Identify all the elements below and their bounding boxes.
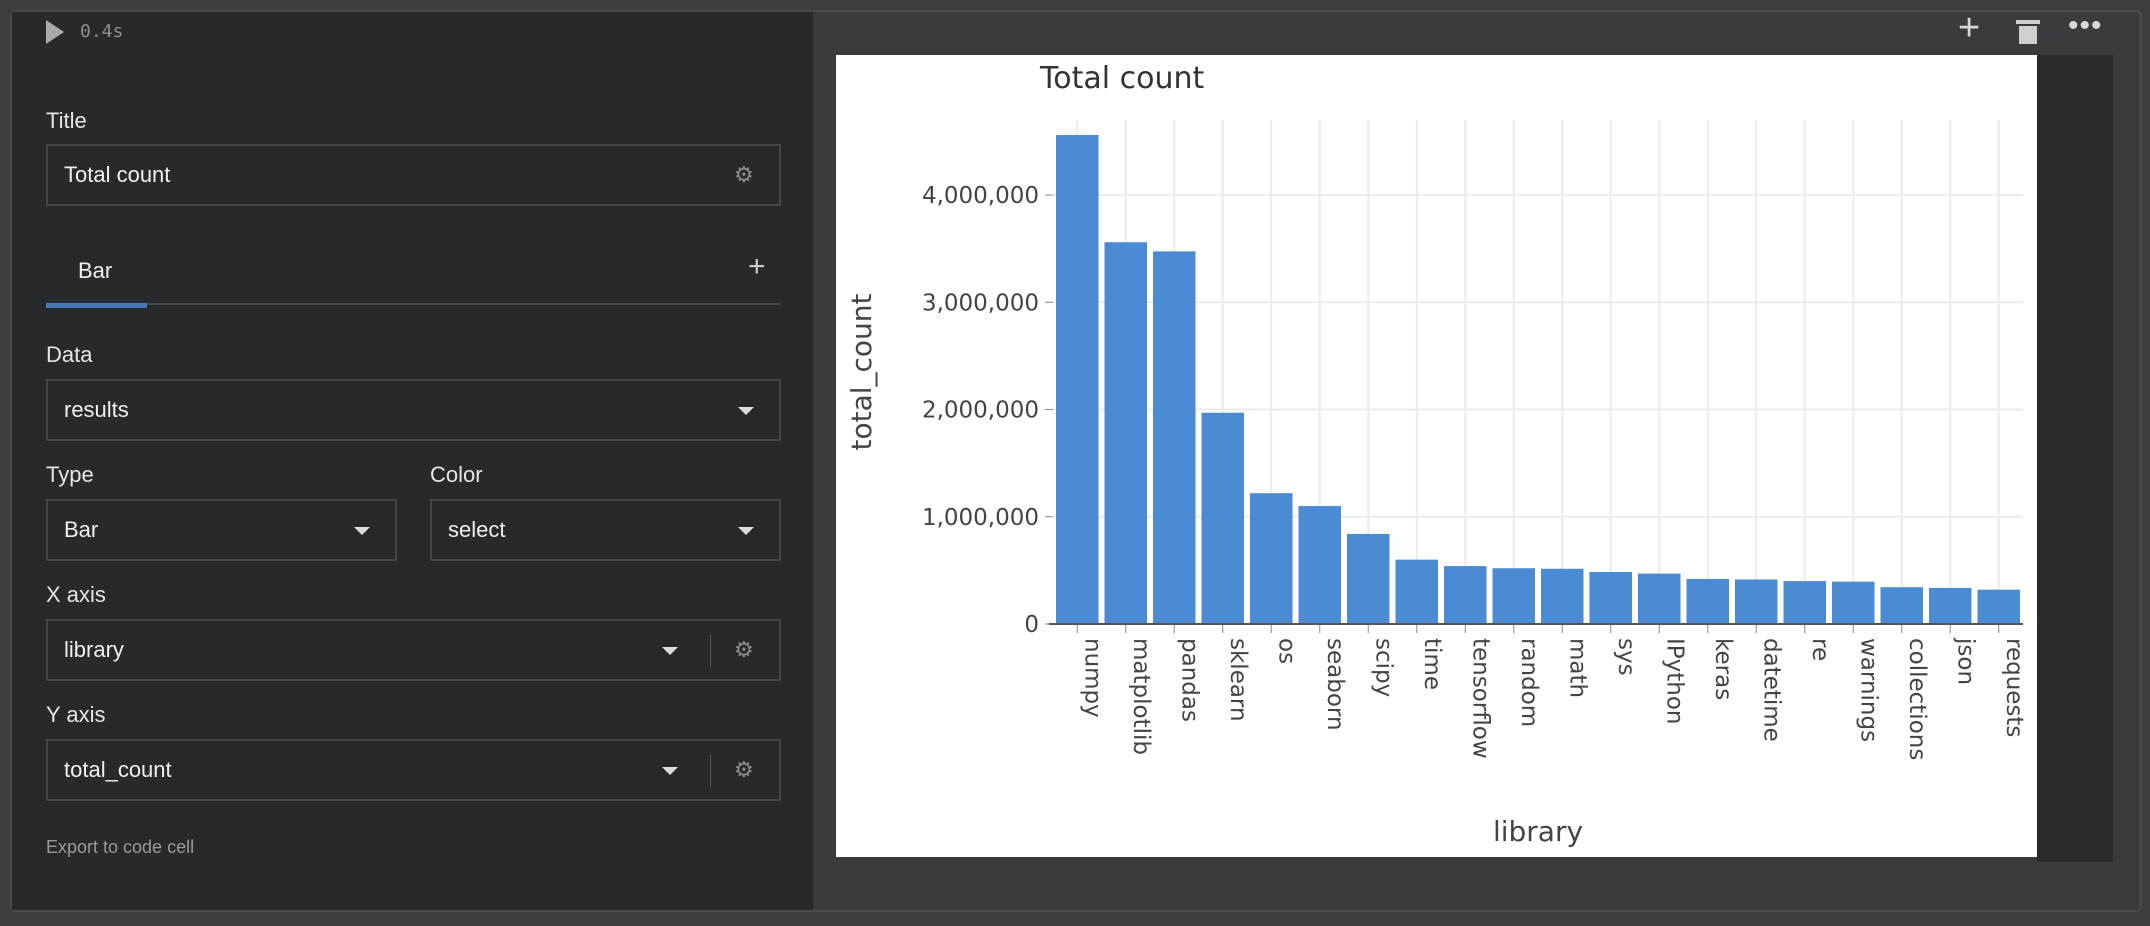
chevron-down-icon [662,647,678,655]
type-select[interactable]: Bar [46,499,397,561]
x-tick-label: keras [1710,638,1736,700]
bar-pandas [1153,251,1196,625]
bar-numpy [1056,135,1099,624]
bar-warnings [1832,581,1875,624]
x-axis-value: library [64,637,124,662]
color-value: select [448,517,506,542]
color-label: Color [430,462,483,487]
type-value: Bar [64,517,99,542]
x-tick-label: collections [1904,638,1930,760]
active-tab-indicator [46,303,147,308]
data-label: Data [46,342,93,367]
scroll-strip [2037,55,2113,862]
x-axis-select[interactable]: library ⚙ [46,619,781,681]
chevron-down-icon [738,407,754,415]
y-axis-value: total_count [64,757,172,782]
bar-json [1929,587,1972,624]
x-tick-label: json [1952,637,1978,685]
tab-bar[interactable]: Bar [78,258,113,283]
bar-time [1395,559,1438,624]
bar-scipy [1347,533,1390,624]
x-tick-label: re [1807,638,1833,661]
x-tick-label: datetime [1758,638,1784,742]
x-tick-label: os [1273,638,1299,664]
bar-chart: 0 1,000,000 2,000,000 3,000,000 4,000,000 num… [845,61,2027,848]
bar-random [1492,568,1535,624]
x-tick-label: IPython [1661,638,1687,725]
bar-re [1783,581,1826,624]
chevron-down-icon [354,527,370,535]
chart-title: Total count [1039,61,1204,96]
chevron-down-icon [662,767,678,775]
play-icon[interactable] [46,20,64,44]
x-tick-label: time [1419,638,1445,690]
y-axis-title: total_count [845,293,878,450]
bar-math [1541,568,1584,624]
y-axis-label: Y axis [46,702,106,727]
x-tick-label: numpy [1079,638,1105,718]
y-tick-label: 2,000,000 [922,398,1039,424]
x-axis-label: X axis [46,582,106,607]
y-axis-select[interactable]: total_count ⚙ [46,739,781,801]
bar-collections [1880,587,1923,624]
color-select[interactable]: select [430,499,781,561]
x-tick-label: sys [1613,638,1639,676]
more-icon[interactable]: ••• [2068,9,2103,42]
export-to-code-link[interactable]: Export to code cell [46,837,195,857]
y-tick-label: 0 [1024,612,1039,638]
title-value: Total count [64,162,171,187]
data-value: results [64,397,129,422]
y-tick-label: 4,000,000 [922,183,1039,209]
x-tick-label: scipy [1370,638,1396,697]
plus-icon[interactable]: + [1958,7,1981,49]
x-tick-label: tensorflow [1467,638,1493,759]
bar-sklearn [1201,412,1244,624]
bar-sys [1589,571,1632,624]
bar-keras [1686,578,1729,624]
gear-icon[interactable]: ⚙ [734,162,754,187]
add-tab-plus-icon[interactable]: + [748,250,766,283]
bar-os [1250,493,1293,624]
bar-seaborn [1298,506,1341,624]
tab-divider [46,303,781,305]
x-tick-label: warnings [1855,638,1881,742]
divider [710,635,711,667]
chevron-down-icon [738,527,754,535]
type-label: Type [46,462,94,487]
trash-icon[interactable] [2016,20,2040,44]
x-tick-label: random [1516,638,1542,727]
x-tick-label: requests [2001,638,2027,737]
x-tick-label: sklearn [1225,638,1251,722]
y-tick-label: 3,000,000 [922,290,1039,316]
gear-icon[interactable]: ⚙ [734,757,754,782]
x-axis-title: library [1493,815,1583,848]
title-label: Title [46,108,87,133]
chart-area: 0 1,000,000 2,000,000 3,000,000 4,000,000 num… [836,55,2037,857]
run-time: 0.4s [80,21,124,42]
x-tick-label: math [1564,638,1590,698]
data-select[interactable]: results [46,379,781,441]
gear-icon[interactable]: ⚙ [734,637,754,662]
bar-IPython [1638,573,1681,624]
x-tick-label: pandas [1176,638,1202,722]
bar-requests [1977,589,2020,624]
bar-matplotlib [1104,242,1147,624]
divider [710,755,711,787]
bar-datetime [1735,579,1778,624]
x-tick-label: matplotlib [1128,638,1154,755]
y-tick-label: 1,000,000 [922,505,1039,531]
bar-tensorflow [1444,566,1487,624]
title-input[interactable]: Total count ⚙ [46,144,781,206]
x-tick-label: seaborn [1322,638,1348,731]
